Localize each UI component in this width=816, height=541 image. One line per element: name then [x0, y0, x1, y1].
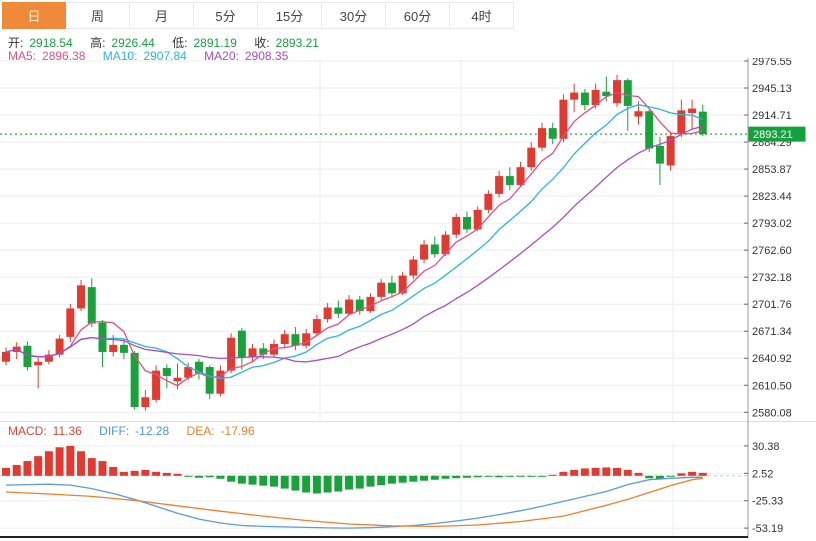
ma5-label: MA5:	[8, 49, 37, 63]
tab-daily[interactable]: 日	[2, 2, 66, 29]
macd-label: MACD:	[8, 424, 47, 438]
tab-4hour[interactable]: 4时	[450, 2, 514, 29]
tab-60min[interactable]: 60分	[386, 2, 450, 29]
timeframe-tabbar: 日周月 5分 15分 30分 60分 4时	[2, 2, 514, 29]
macd-grid	[0, 443, 748, 536]
main-candlestick-chart[interactable]: 2975.552945.132914.712884.292853.872823.…	[0, 58, 816, 421]
y-axis-label: 2793.02	[752, 218, 792, 230]
ma10-line	[5, 104, 704, 380]
y-axis-label: 2945.13	[752, 83, 792, 95]
y-axis-label: 2762.60	[752, 245, 792, 257]
macd-y-axis-labels: 30.38 2.52 -25.33 -53.19	[744, 441, 783, 535]
current-price-badge	[748, 126, 806, 142]
close-value: 2893.21	[275, 36, 319, 50]
ma10-value: 2907.84	[143, 49, 187, 63]
macd-chart[interactable]: 30.38 2.52 -25.33 -53.19	[0, 421, 816, 541]
tab-weekly[interactable]: 周	[66, 2, 130, 29]
open-label: 开:	[8, 36, 24, 50]
tab-5min[interactable]: 5分	[194, 2, 258, 29]
ma-legend: MA5: 2896.38 MA10: 2907.84 MA20: 2908.35	[8, 49, 294, 63]
y-axis-label: 2640.92	[752, 353, 792, 365]
diff-value: -12.28	[135, 424, 170, 438]
diff-line	[5, 476, 703, 529]
dea-value: -17.96	[220, 424, 255, 438]
macd-y-axis-label: -53.19	[752, 523, 783, 535]
y-axis-label: 2580.08	[752, 407, 792, 419]
dea-line	[5, 477, 703, 528]
y-axis-label: 2610.50	[752, 380, 792, 392]
macd-y-axis-label: 30.38	[752, 441, 780, 453]
main-y-axis-labels: 2975.552945.132914.712884.292853.872823.…	[744, 58, 792, 419]
tab-30min[interactable]: 30分	[322, 2, 386, 29]
ma10-label: MA10:	[102, 49, 138, 63]
close-label: 收:	[254, 36, 270, 50]
ma5-value: 2896.38	[42, 49, 86, 63]
y-axis-label: 2732.18	[752, 272, 792, 284]
low-label: 低:	[172, 36, 188, 50]
ohlc-row: 开: 2918.54 高: 2926.44 低: 2891.19 收: 2893.21	[8, 34, 325, 51]
candles-layer	[2, 74, 707, 411]
ma20-line	[5, 125, 703, 363]
macd-y-axis-label: 2.52	[752, 468, 773, 480]
open-value: 2918.54	[29, 36, 73, 50]
y-axis-label: 2975.55	[752, 58, 792, 68]
y-axis-label: 2823.44	[752, 191, 792, 203]
ma5-line	[5, 92, 703, 387]
macd-value: 11.36	[52, 424, 82, 438]
tab-15min[interactable]: 15分	[258, 2, 322, 29]
high-label: 高:	[90, 36, 106, 50]
dea-label: DEA:	[186, 424, 215, 438]
low-value: 2891.19	[193, 36, 237, 50]
y-axis-label: 2914.71	[752, 110, 792, 122]
macd-legend: MACD: 11.36 DIFF: -12.28 DEA: -17.96	[8, 424, 261, 438]
ma20-label: MA20:	[204, 49, 239, 63]
macd-y-axis-label: -25.33	[752, 496, 783, 508]
current-price-badge-text: 2893.21	[753, 129, 793, 141]
y-axis-label: 2671.34	[752, 326, 792, 338]
diff-label: DIFF:	[99, 424, 130, 438]
y-axis-label: 2701.76	[752, 299, 792, 311]
macd-histogram	[2, 445, 707, 494]
ma20-value: 2908.35	[244, 49, 289, 63]
y-axis-label: 2853.87	[752, 164, 792, 176]
tab-monthly[interactable]: 月	[130, 2, 194, 29]
high-value: 2926.44	[111, 36, 155, 50]
